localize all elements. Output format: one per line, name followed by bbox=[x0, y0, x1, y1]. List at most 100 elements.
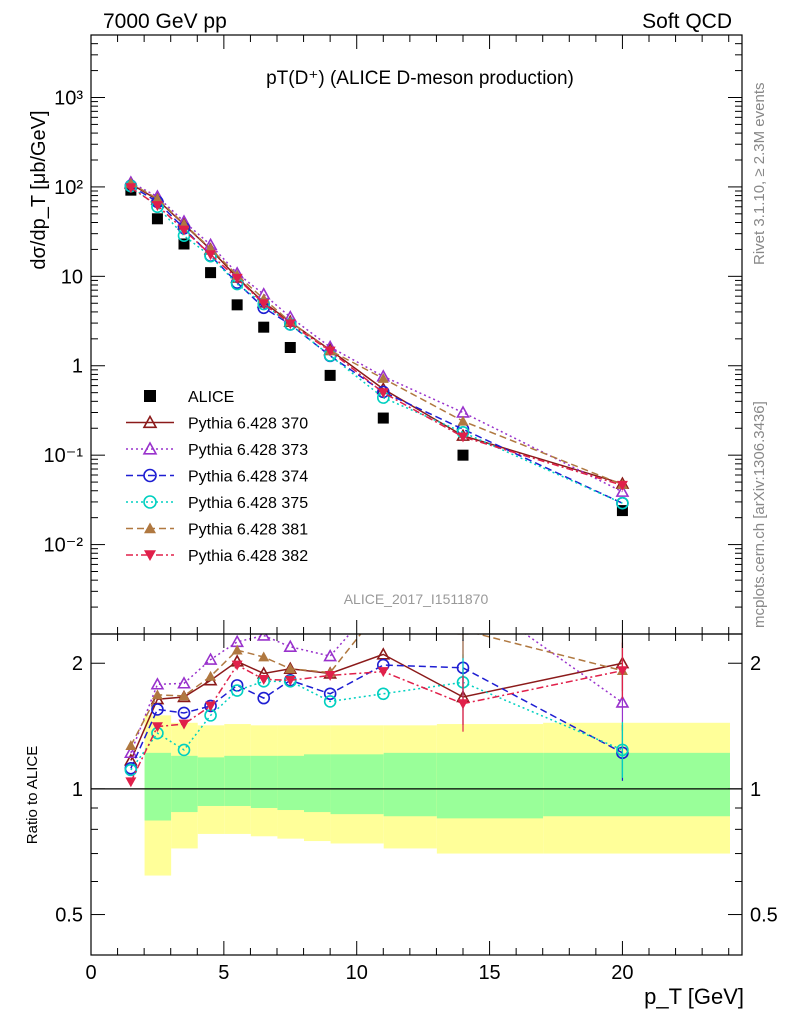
ratio-line-0 bbox=[130, 653, 623, 761]
ratio-point-5-7 bbox=[324, 671, 336, 681]
ratio-point-3-6 bbox=[283, 675, 297, 688]
legend-marker-2 bbox=[142, 441, 158, 455]
ratio-tick-label-right-2: 2 bbox=[750, 653, 761, 675]
main-y-axis-label: dσ/dp_T [μb/GeV] bbox=[28, 110, 50, 269]
ratio-point-3-7 bbox=[323, 695, 337, 708]
main-point-6-0 bbox=[125, 183, 137, 194]
y-tick-label-0: 10⁻² bbox=[44, 535, 84, 557]
band-inner-1 bbox=[171, 755, 198, 813]
ratio-point-4-6 bbox=[284, 663, 296, 674]
ratio-point-5-3 bbox=[205, 701, 217, 712]
ratio-point-2-5 bbox=[257, 691, 271, 705]
ratio-point-1-7 bbox=[323, 648, 338, 662]
mcplots-label: mcplots.cern.ch [arXiv:1306.3436] bbox=[751, 401, 768, 628]
ratio-point-3-2 bbox=[177, 743, 191, 757]
main-point-0-3 bbox=[205, 267, 217, 279]
ratio-point-5-2 bbox=[178, 719, 190, 730]
main-point-5-8 bbox=[377, 373, 389, 383]
ratio-tick-label-0: 0.5 bbox=[55, 905, 83, 927]
ratio-point-1-1 bbox=[150, 677, 165, 690]
x-axis-label: p_T [GeV] bbox=[644, 984, 744, 1009]
ratio-point-5-6 bbox=[284, 675, 296, 686]
collision-label: 7000 GeV pp bbox=[103, 10, 227, 33]
ratio-point-3-8 bbox=[376, 687, 390, 701]
ratio-point-2-2 bbox=[177, 706, 191, 720]
main-point-0-5 bbox=[258, 321, 270, 333]
ratio-point-5-1 bbox=[151, 722, 163, 733]
ratio-tick-label-right-0: 0.5 bbox=[750, 905, 778, 927]
y-tick-label-1: 10⁻¹ bbox=[44, 445, 84, 467]
ratio-point-1-2 bbox=[177, 676, 191, 689]
ratio-point-1-3 bbox=[203, 652, 218, 665]
main-line-5 bbox=[130, 182, 623, 486]
legend-marker-3 bbox=[143, 468, 157, 483]
legend-marker-0 bbox=[144, 390, 156, 402]
ratio-point-1-10 bbox=[615, 695, 630, 708]
x-tick-label-1: 5 bbox=[218, 962, 229, 984]
main-point-6-2 bbox=[178, 225, 190, 236]
ratio-point-4-3 bbox=[205, 670, 217, 681]
legend-marker-6 bbox=[144, 550, 156, 561]
ratio-line-1 bbox=[130, 634, 623, 754]
band-inner-10 bbox=[543, 752, 730, 817]
main-point-6-1 bbox=[151, 201, 163, 211]
main-point-6-8 bbox=[377, 388, 389, 399]
ratio-y-axis-label: Ratio to ALICE bbox=[24, 746, 41, 844]
ratio-tick-label-right-1: 1 bbox=[750, 779, 761, 801]
ratio-point-5-0 bbox=[125, 777, 137, 788]
band-inner-8 bbox=[383, 752, 437, 817]
ratio-point-2-1 bbox=[151, 703, 164, 716]
main-y-axis-label-text: dσ/dp_T [μb/GeV] bbox=[28, 110, 50, 269]
ratio-point-5-10 bbox=[616, 666, 628, 677]
ratio-point-3-4 bbox=[230, 684, 244, 697]
x-tick-label-0: 0 bbox=[85, 962, 96, 984]
band-inner-9 bbox=[436, 752, 544, 819]
main-point-6-9 bbox=[457, 432, 469, 443]
legend-label-4: Pythia 6.428 375 bbox=[188, 495, 308, 512]
ratio-point-5-9 bbox=[457, 699, 469, 710]
ratio-point-5-4 bbox=[231, 660, 243, 671]
ratio-tick-label-2: 2 bbox=[72, 653, 83, 675]
main-point-0-9 bbox=[457, 449, 469, 461]
analysis-label: ALICE_2017_I1511870 bbox=[344, 591, 489, 607]
main-frame bbox=[90, 34, 743, 635]
main-line-1 bbox=[130, 183, 623, 485]
main-point-5-9 bbox=[457, 415, 469, 426]
process-label: Soft QCD bbox=[642, 10, 732, 33]
y-tick-label-3: 10 bbox=[61, 266, 83, 288]
ratio-line-2 bbox=[130, 664, 623, 769]
main-point-0-10 bbox=[616, 505, 628, 517]
main-point-0-6 bbox=[284, 341, 296, 353]
legend-label-0: ALICE bbox=[188, 389, 234, 406]
main-point-6-4 bbox=[231, 273, 243, 284]
main-point-0-4 bbox=[231, 299, 243, 311]
main-point-6-3 bbox=[205, 250, 217, 261]
band-inner-0 bbox=[144, 752, 172, 821]
legend-label-2: Pythia 6.428 373 bbox=[188, 442, 308, 459]
legend-label-6: Pythia 6.428 382 bbox=[188, 548, 308, 565]
band-inner-7 bbox=[330, 754, 384, 815]
ratio-frame bbox=[90, 633, 743, 956]
main-point-6-6 bbox=[284, 319, 296, 330]
main-point-0-7 bbox=[324, 369, 336, 381]
ratio-point-4-2 bbox=[178, 690, 190, 701]
y-tick-label-4: 10² bbox=[54, 177, 83, 199]
legend-label-5: Pythia 6.428 381 bbox=[188, 522, 308, 539]
x-tick-label-2: 10 bbox=[346, 962, 368, 984]
y-tick-label-2: 1 bbox=[72, 356, 83, 378]
legend-label-3: Pythia 6.428 374 bbox=[188, 469, 308, 486]
x-tick-label-3: 15 bbox=[478, 962, 500, 984]
ratio-point-5-8 bbox=[377, 667, 389, 678]
main-point-2-10 bbox=[615, 484, 630, 497]
main-point-5-1 bbox=[151, 193, 163, 204]
band-inner-2 bbox=[197, 757, 225, 806]
chart-title: pT(D⁺) (ALICE D-meson production) bbox=[266, 68, 574, 89]
legend-marker-5 bbox=[144, 522, 156, 534]
x-tick-label-4: 20 bbox=[611, 962, 633, 984]
ratio-line-3 bbox=[130, 680, 623, 771]
legend-marker-4 bbox=[143, 495, 157, 509]
band-inner-6 bbox=[304, 754, 331, 813]
main-point-2-9 bbox=[456, 405, 470, 418]
main-point-6-10 bbox=[616, 480, 628, 491]
main-point-0-1 bbox=[151, 213, 163, 225]
